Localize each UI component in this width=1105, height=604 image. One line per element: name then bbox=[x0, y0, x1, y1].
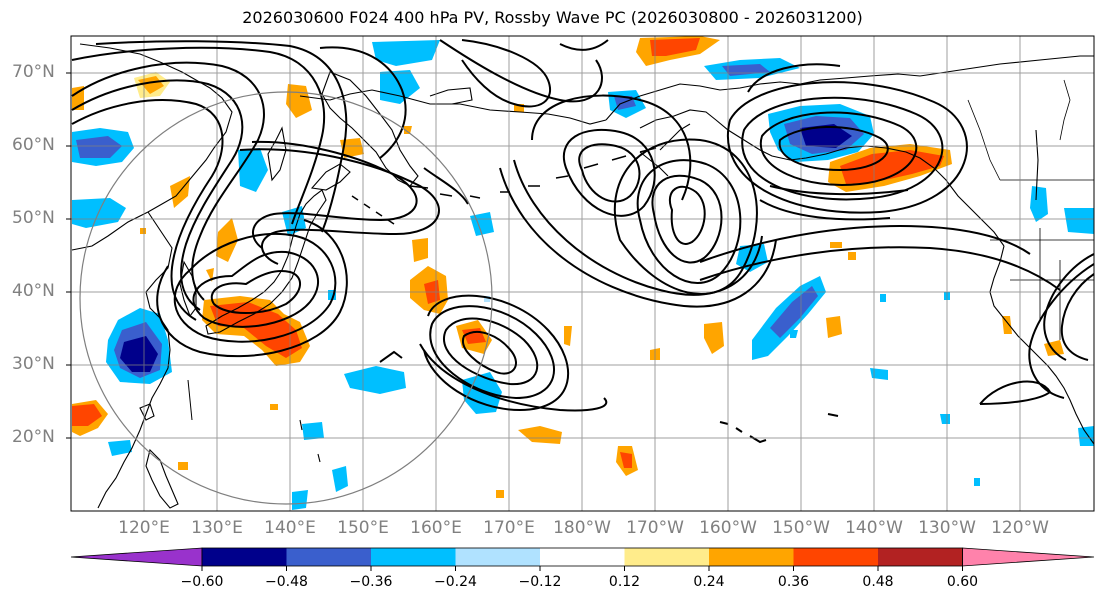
colorbar-tick-label: −0.48 bbox=[265, 574, 308, 590]
contour-central-pacific-1 bbox=[578, 143, 641, 203]
colorbar-tick-label: −0.60 bbox=[180, 574, 224, 590]
map-frame bbox=[70, 35, 1095, 512]
colorbar-tick-label: 0.36 bbox=[777, 574, 810, 590]
contour-nw-trough bbox=[71, 61, 265, 301]
lat-label-60n: 60°N bbox=[12, 135, 55, 155]
colorbar-bin-9 bbox=[878, 548, 963, 566]
colorbar bbox=[70, 547, 1095, 571]
coastline-alaska bbox=[605, 73, 921, 121]
lon-label-170e: 170°E bbox=[483, 518, 535, 538]
lat-label-50n: 50°N bbox=[12, 208, 55, 228]
axis-ticks bbox=[66, 72, 71, 439]
lon-label-130w: 130°W bbox=[918, 518, 976, 538]
lat-label-20n: 20°N bbox=[12, 427, 55, 447]
lat-label-40n: 40°N bbox=[12, 281, 55, 301]
colorbar-tick-label: 0.48 bbox=[862, 574, 894, 590]
colorbar-tick-label: 0.12 bbox=[608, 574, 641, 590]
lon-label-120w: 120°W bbox=[991, 518, 1049, 538]
contour-gulf-alaska-1 bbox=[778, 125, 889, 172]
colorbar-tick-label: −0.24 bbox=[434, 574, 477, 590]
lon-label-130e: 130°E bbox=[191, 518, 243, 538]
lon-label-160w: 160°W bbox=[699, 518, 757, 538]
colorbar-bin-5 bbox=[540, 548, 625, 566]
lon-label-140e: 140°E bbox=[264, 518, 316, 538]
contour-japan-1 bbox=[210, 270, 301, 314]
lon-label-150e: 150°E bbox=[337, 518, 389, 538]
lon-label-170w: 170°W bbox=[626, 518, 684, 538]
colorbar-tick-label: 0.24 bbox=[693, 574, 725, 590]
colorbar-extend-high bbox=[962, 547, 1095, 567]
map-area bbox=[71, 36, 1094, 511]
lon-label-140w: 140°W bbox=[845, 518, 903, 538]
colorbar-bin-3 bbox=[371, 548, 456, 566]
coastline-north-america bbox=[989, 245, 1094, 445]
colorbar-bin-6 bbox=[624, 548, 709, 566]
colorbar-bin-7 bbox=[709, 548, 794, 566]
map-title: 2026030600 F024 400 hPa PV, Rossby Wave … bbox=[242, 8, 863, 27]
lon-label-120e: 120°E bbox=[118, 518, 170, 538]
colorbar-bin-8 bbox=[793, 548, 878, 566]
lon-label-160e: 160°E bbox=[410, 518, 462, 538]
colorbar-bin-2 bbox=[286, 548, 371, 566]
colorbar-tick-label: −0.36 bbox=[349, 574, 393, 590]
lon-label-150w: 150°W bbox=[772, 518, 830, 538]
colorbar-extend-low bbox=[70, 547, 203, 567]
rossby-wave-circle bbox=[79, 91, 493, 505]
coastline-philippines bbox=[145, 448, 179, 509]
coastline-japan bbox=[205, 189, 327, 335]
contour-central-pacific-2 bbox=[669, 185, 706, 245]
lon-label-180w: 180°W bbox=[553, 518, 611, 538]
lat-label-30n: 30°N bbox=[12, 354, 55, 374]
coastline-kamchatka bbox=[321, 71, 419, 187]
coastlines bbox=[71, 43, 1094, 509]
positive-anomaly-areas bbox=[72, 36, 1064, 498]
colorbar-bin-1 bbox=[202, 548, 287, 566]
colorbar-tick-label: −0.12 bbox=[518, 574, 562, 590]
lat-label-70n: 70°N bbox=[12, 62, 55, 82]
colorbar-bin-4 bbox=[455, 548, 540, 566]
colorbar-tick-label: 0.60 bbox=[946, 574, 979, 590]
